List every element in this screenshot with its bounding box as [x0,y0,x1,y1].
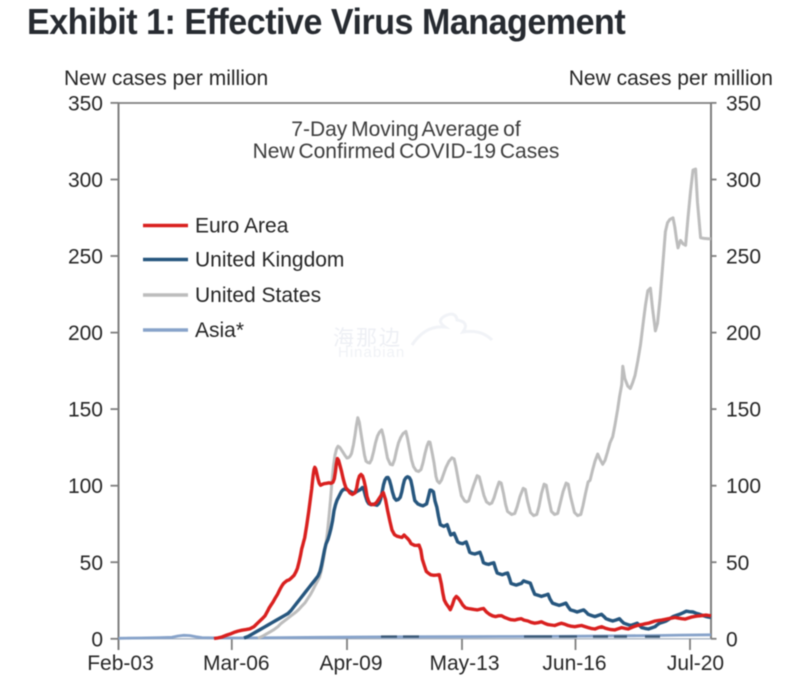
svg-text:Apr-09: Apr-09 [319,652,382,675]
svg-text:200: 200 [68,322,103,345]
svg-text:Mar-06: Mar-06 [203,652,270,675]
svg-text:Feb-03: Feb-03 [87,652,154,675]
svg-text:0: 0 [726,628,738,651]
svg-text:200: 200 [726,322,761,345]
svg-text:250: 250 [68,246,103,269]
svg-text:350: 350 [726,92,761,115]
svg-text:50: 50 [726,552,749,575]
svg-text:Jun-16: Jun-16 [542,652,606,675]
svg-text:50: 50 [80,552,103,575]
svg-text:0: 0 [91,628,103,651]
svg-text:100: 100 [68,475,103,498]
svg-text:350: 350 [68,92,103,115]
svg-text:United Kingdom: United Kingdom [195,249,344,272]
svg-text:100: 100 [726,475,761,498]
svg-text:Euro Area: Euro Area [195,215,289,238]
svg-text:United States: United States [195,284,321,307]
svg-text:Jul-20: Jul-20 [667,652,724,675]
svg-text:May-13: May-13 [429,652,499,675]
svg-text:150: 150 [68,399,103,422]
svg-text:150: 150 [726,399,761,422]
svg-text:Asia*: Asia* [195,319,244,342]
svg-text:300: 300 [68,169,103,192]
svg-text:300: 300 [726,169,761,192]
svg-text:250: 250 [726,246,761,269]
